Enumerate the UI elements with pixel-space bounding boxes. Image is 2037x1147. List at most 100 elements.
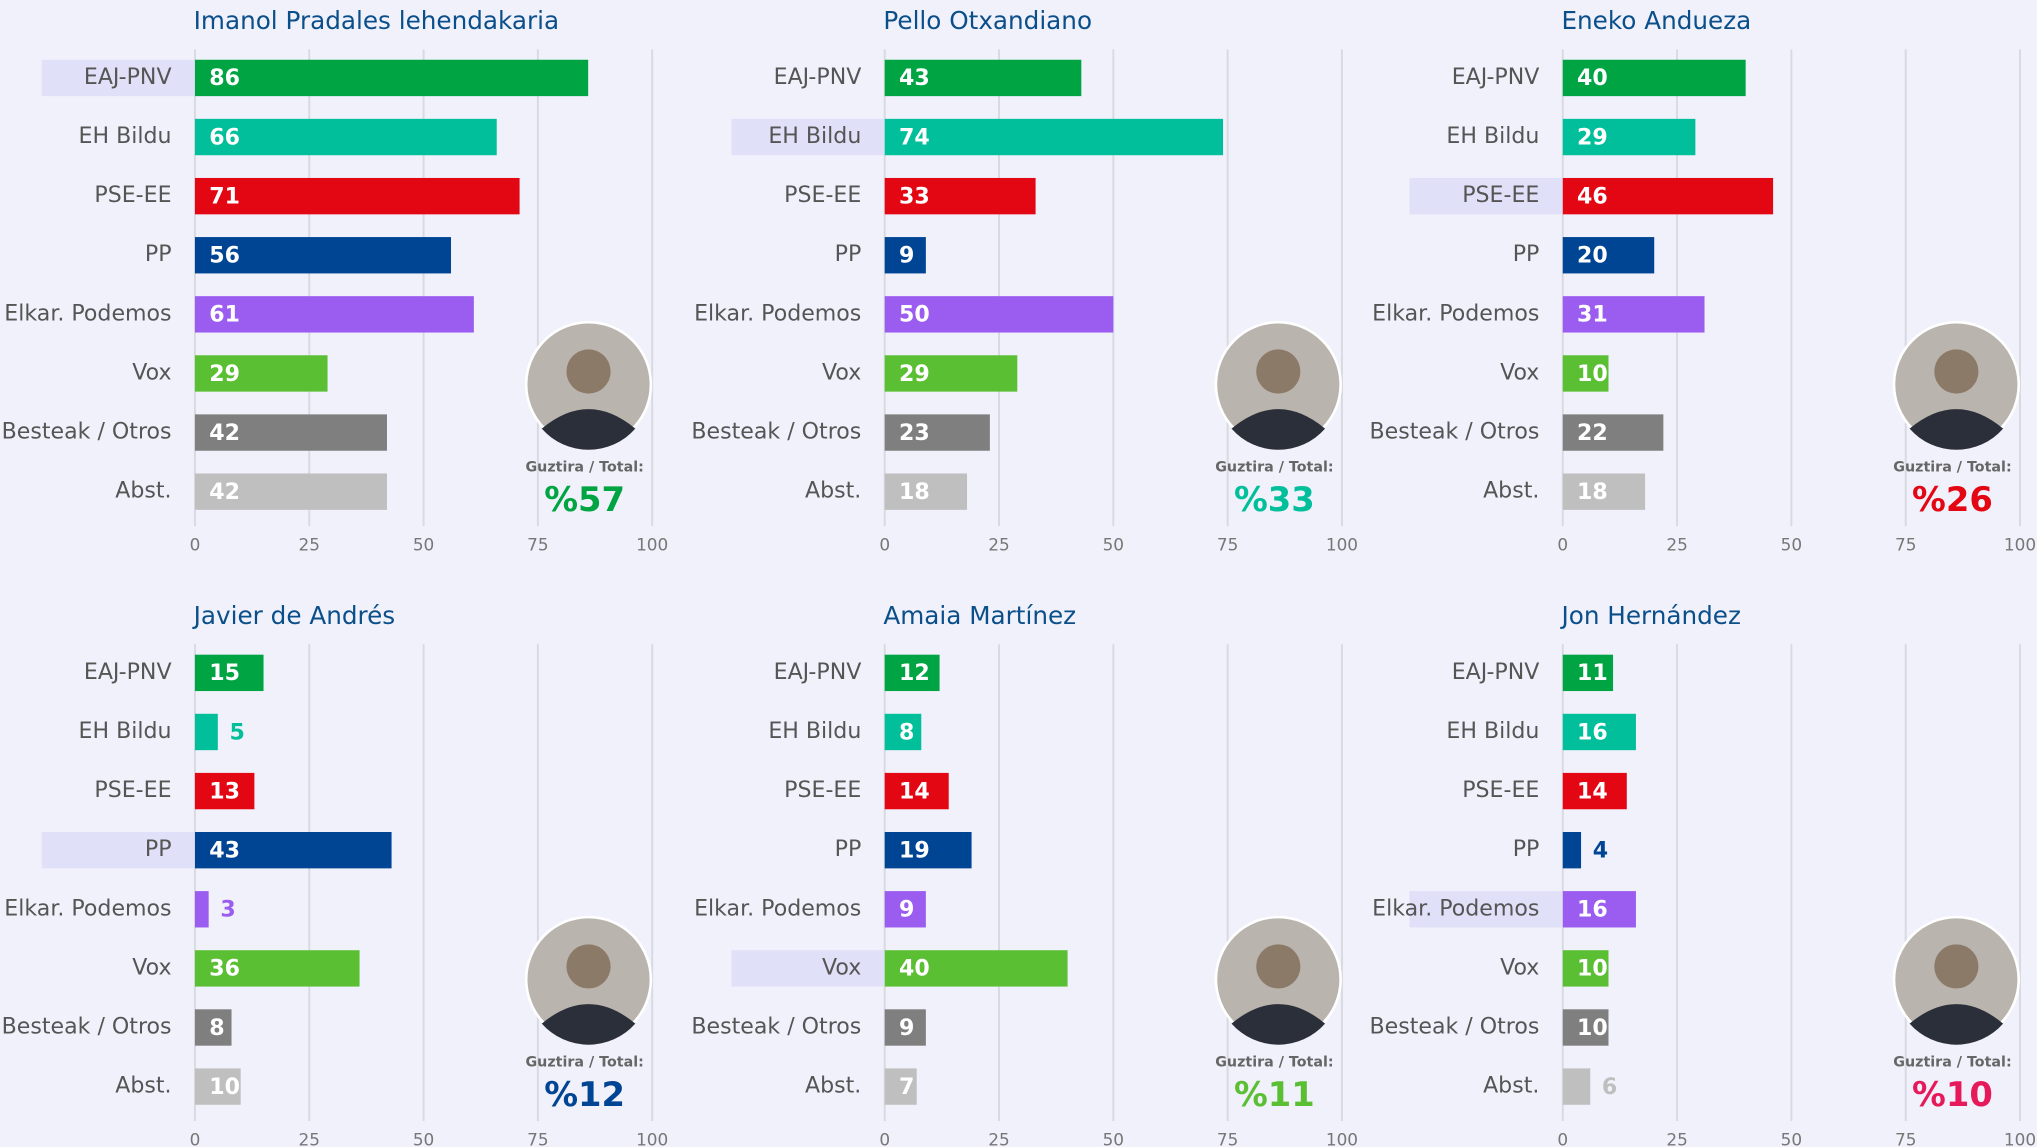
photo-body: [1231, 1004, 1326, 1045]
x-tick-label: 50: [413, 535, 434, 555]
y-tick-label: EH Bildu: [79, 124, 172, 149]
bar: [194, 713, 218, 751]
value-label: 11: [1577, 661, 1608, 686]
x-tick-label: 75: [1217, 535, 1238, 555]
total-title: Guztira / Total:: [525, 1055, 643, 1071]
bar: [884, 891, 926, 928]
y-tick-label: EAJ-PNV: [1452, 65, 1540, 90]
x-tick-label: 0: [1557, 535, 1568, 555]
chart-title: Eneko Andueza: [1561, 6, 1751, 35]
bar: [194, 177, 520, 215]
x-tick-label: 50: [1103, 1130, 1124, 1147]
value-label: 15: [209, 661, 240, 686]
y-tick-label: Abst.: [115, 1074, 171, 1099]
bar: [884, 1009, 926, 1046]
total-value: %33: [1234, 480, 1315, 519]
bar: [1562, 654, 1614, 692]
x-tick-label: 100: [2004, 535, 2036, 555]
y-tick-label: EH Bildu: [1446, 124, 1539, 149]
value-label: 43: [209, 838, 240, 863]
x-tick-label: 75: [527, 535, 548, 555]
value-label: 8: [209, 1016, 224, 1041]
y-tick-label: EAJ-PNV: [774, 660, 862, 685]
value-label: 8: [899, 720, 914, 745]
x-tick-label: 100: [636, 1130, 668, 1147]
y-tick-label: PSE-EE: [94, 183, 171, 208]
y-tick-label: EH Bildu: [768, 124, 861, 149]
bar: [884, 237, 926, 274]
y-tick-label: Vox: [132, 360, 171, 385]
photo-body: [1231, 409, 1326, 450]
bar: [1562, 414, 1664, 451]
value-label: 29: [209, 362, 240, 387]
x-tick-label: 100: [636, 535, 668, 555]
total-value: %12: [544, 1075, 625, 1114]
y-tick-label: Abst.: [1483, 479, 1539, 504]
x-tick-label: 75: [527, 1130, 548, 1147]
x-tick-label: 75: [1217, 1130, 1238, 1147]
bar: [884, 1068, 917, 1105]
y-tick-label: PP: [145, 242, 172, 267]
highlight: [731, 950, 885, 987]
value-label: 43: [899, 66, 930, 91]
x-tick-label: 100: [1326, 1130, 1358, 1147]
y-tick-label: PSE-EE: [784, 778, 861, 803]
photo-head: [566, 944, 611, 989]
x-tick-label: 0: [1557, 1130, 1568, 1147]
x-tick-label: 50: [413, 1130, 434, 1147]
bar: [884, 355, 1018, 392]
y-tick-label: Besteak / Otros: [691, 420, 861, 445]
y-tick-label: EAJ-PNV: [1452, 660, 1540, 685]
bar: [194, 772, 255, 810]
y-tick-label: EAJ-PNV: [84, 660, 172, 685]
y-tick-label: Vox: [1500, 955, 1539, 980]
bar: [1562, 59, 1746, 97]
value-label: 42: [209, 421, 240, 446]
y-tick-label: Elkar. Podemos: [4, 301, 171, 326]
bar: [194, 473, 387, 510]
bar: [194, 950, 360, 987]
y-tick-label: Besteak / Otros: [2, 1014, 172, 1039]
bar: [884, 713, 922, 751]
value-label: 71: [209, 184, 240, 209]
value-label: 61: [209, 303, 240, 328]
highlight: [41, 59, 195, 97]
value-label: 7: [899, 1075, 914, 1100]
value-label: 9: [899, 1016, 914, 1041]
value-label: 50: [899, 303, 930, 328]
x-tick-label: 50: [1781, 535, 1802, 555]
y-tick-label: PSE-EE: [1462, 183, 1539, 208]
value-label: 16: [1577, 898, 1608, 923]
bar: [194, 654, 264, 692]
bar: [884, 296, 1114, 333]
value-label: 22: [1577, 421, 1608, 446]
value-label: 23: [899, 421, 930, 446]
value-label: 6: [1602, 1075, 1617, 1100]
value-label: 74: [899, 125, 930, 150]
value-label: 3: [220, 898, 235, 923]
y-tick-label: Elkar. Podemos: [1372, 896, 1539, 921]
chart-title: Javier de Andrés: [192, 601, 396, 630]
bar: [194, 237, 452, 274]
photo-head: [566, 349, 611, 394]
y-tick-label: Abst.: [115, 479, 171, 504]
bar: [1562, 118, 1696, 156]
x-tick-label: 100: [2004, 1130, 2036, 1147]
total-value: %57: [544, 480, 625, 519]
y-tick-label: EH Bildu: [79, 719, 172, 744]
value-label: 31: [1577, 303, 1608, 328]
chart-title: Pello Otxandiano: [883, 6, 1092, 35]
total-value: %26: [1912, 480, 1993, 519]
value-label: 16: [1577, 720, 1608, 745]
value-label: 10: [1577, 362, 1608, 387]
y-tick-label: PP: [1513, 242, 1540, 267]
x-tick-label: 75: [1895, 1130, 1916, 1147]
x-tick-label: 0: [879, 1130, 890, 1147]
highlight: [731, 118, 885, 156]
highlight: [1409, 891, 1563, 928]
chart-title: Amaia Martínez: [883, 601, 1076, 630]
bar: [1562, 177, 1774, 215]
bar: [884, 772, 949, 810]
highlight: [1409, 177, 1563, 215]
bar: [194, 891, 209, 928]
